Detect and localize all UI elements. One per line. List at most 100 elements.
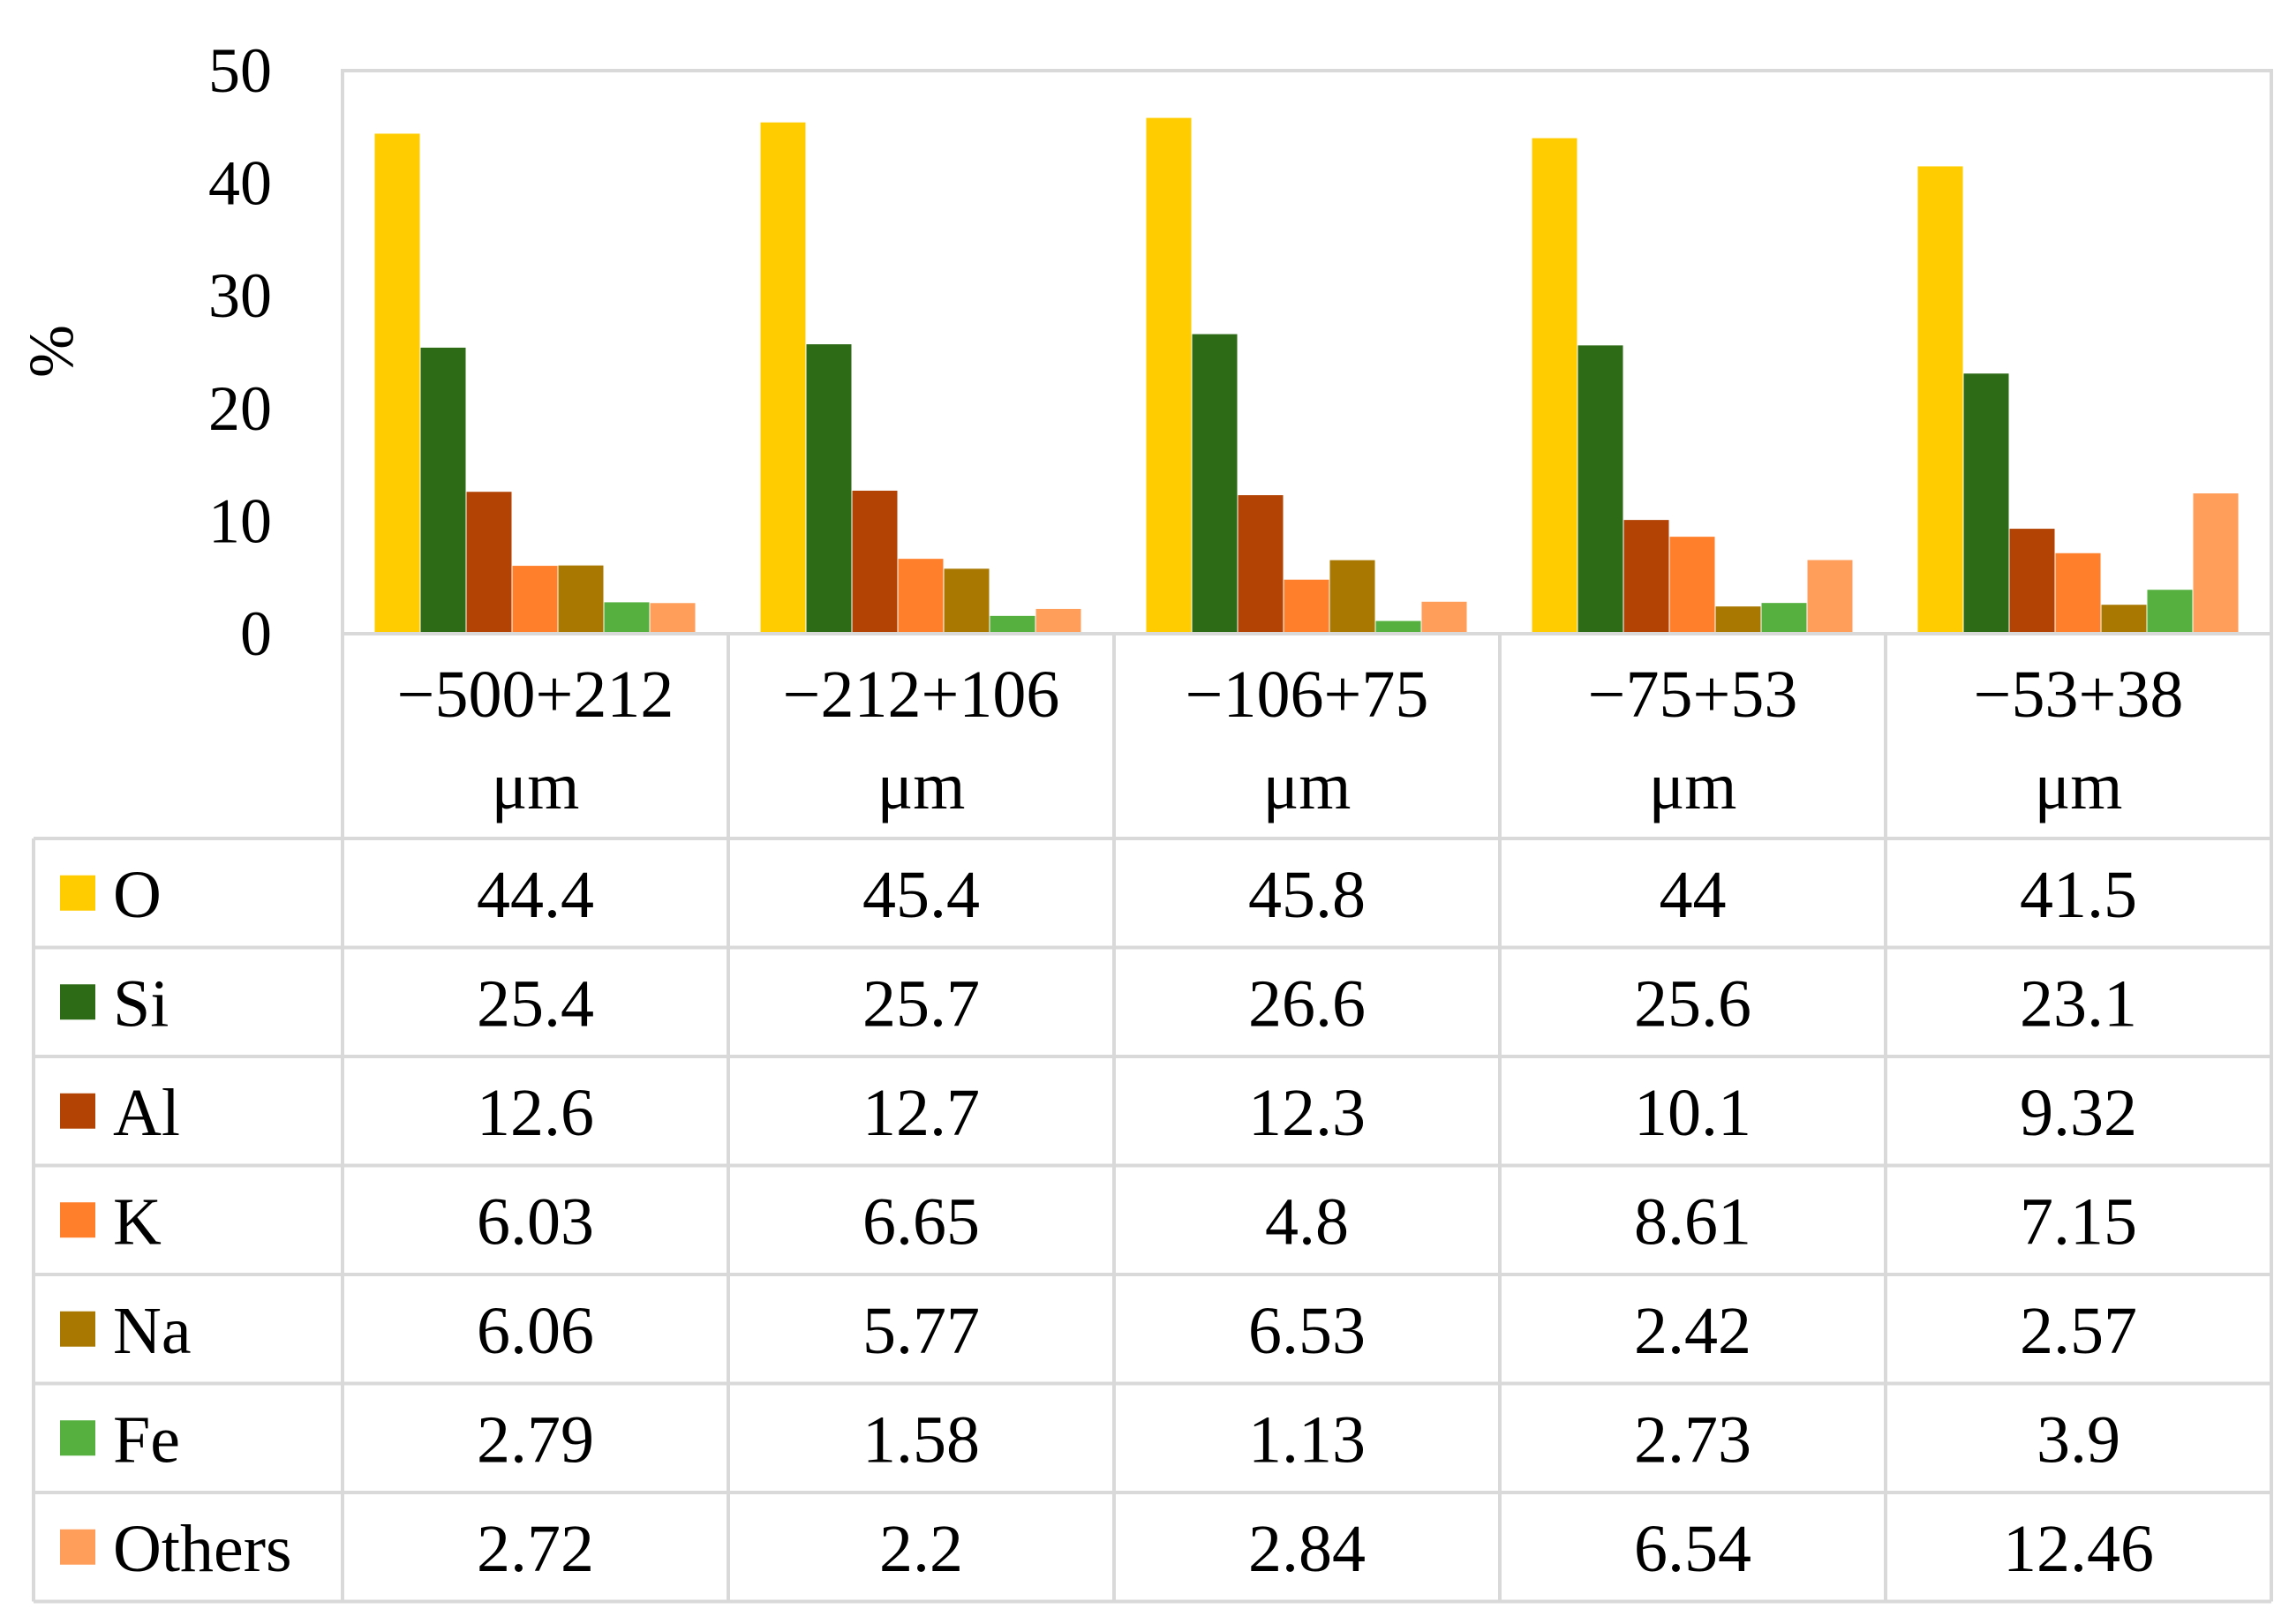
data-label: 9.32 [2020, 1076, 2137, 1150]
bar-si [806, 344, 852, 634]
bar-k [1284, 579, 1329, 634]
y-tick-label: 20 [208, 373, 272, 444]
data-label: 2.79 [477, 1402, 594, 1477]
data-label: 3.9 [2037, 1402, 2120, 1477]
bar-al [2009, 529, 2055, 634]
legend-label: Al [113, 1076, 180, 1150]
category-label: −53+38 μm [1974, 658, 2184, 823]
bar-others [1035, 608, 1081, 634]
data-table: −500+212 μm −212+106 μm −106+75 μm −75+53 μm −53… [32, 632, 2273, 1604]
legend-key-o [60, 875, 95, 911]
bar-fe [990, 615, 1035, 634]
data-label: 5.77 [862, 1294, 980, 1368]
legend-label: O [113, 858, 162, 932]
bar-na [558, 565, 604, 634]
data-label: 10.1 [1634, 1076, 1751, 1150]
data-label: 25.6 [1634, 966, 1751, 1041]
bar-others [1807, 560, 1853, 634]
data-label: 45.4 [862, 858, 980, 932]
category-label: −106+75 μm [1186, 658, 1429, 823]
data-label: 2.57 [2020, 1294, 2137, 1368]
bar-k [2055, 553, 2101, 634]
data-label: 6.54 [1634, 1512, 1751, 1586]
legend-key-others [60, 1529, 95, 1565]
bar-fe [1375, 620, 1421, 634]
bar-fe [604, 602, 650, 634]
data-label: 6.65 [862, 1184, 980, 1259]
data-label: 25.7 [862, 966, 980, 1041]
data-label: 7.15 [2020, 1184, 2137, 1259]
bar-k [1669, 537, 1715, 634]
bar-others [2193, 493, 2239, 634]
y-tick-label: 50 [208, 35, 272, 106]
data-label: 6.03 [477, 1184, 594, 1259]
bar-si [420, 347, 466, 634]
data-label: 2.72 [477, 1512, 594, 1586]
legend-key-na [60, 1311, 95, 1347]
legend-key-k [60, 1202, 95, 1238]
data-label: 45.8 [1248, 858, 1366, 932]
legend-label: Na [113, 1294, 192, 1368]
bar-o [1532, 138, 1577, 634]
bar-na [1715, 606, 1761, 634]
data-label: 6.06 [477, 1294, 594, 1368]
y-tick-label: 30 [208, 260, 272, 331]
bar-others [1421, 601, 1467, 634]
legend-label: Others [113, 1512, 292, 1586]
bar-na [1329, 560, 1375, 634]
data-label: 4.8 [1265, 1184, 1349, 1259]
bar-al [466, 492, 512, 634]
category-label: −500+212 μm [397, 658, 674, 823]
bar-k [898, 559, 944, 634]
bar-si [1963, 373, 2009, 634]
data-label: 6.53 [1248, 1294, 1366, 1368]
data-label: 12.7 [862, 1076, 980, 1150]
legend-key-fe [60, 1420, 95, 1456]
legend-label: Fe [113, 1402, 180, 1477]
bar-al [852, 490, 898, 634]
data-label: 12.3 [1248, 1076, 1366, 1150]
data-label: 1.13 [1248, 1402, 1366, 1477]
data-label: 8.61 [1634, 1184, 1751, 1259]
bar-si [1192, 334, 1238, 634]
bar-al [1238, 495, 1284, 634]
y-tick-label: 40 [208, 148, 272, 219]
bar-fe [2147, 590, 2193, 634]
data-label: 41.5 [2020, 858, 2137, 932]
data-label: 2.42 [1634, 1294, 1751, 1368]
bar-o [1146, 117, 1192, 635]
data-label: 12.6 [477, 1076, 594, 1150]
y-tick-label: 10 [208, 485, 272, 556]
bar-fe [1761, 603, 1807, 634]
category-label: −212+106 μm [783, 658, 1060, 823]
data-label: 44.4 [477, 858, 594, 932]
category-label: −75+53 μm [1588, 658, 1798, 823]
bar-others [650, 603, 696, 634]
data-label: 2.2 [879, 1512, 963, 1586]
data-label: 23.1 [2020, 966, 2137, 1041]
data-label: 12.46 [2003, 1512, 2154, 1586]
data-label: 1.58 [862, 1402, 980, 1477]
data-label: 25.4 [477, 966, 594, 1041]
legend-key-al [60, 1093, 95, 1129]
legend-label: Si [113, 966, 169, 1041]
bar-k [512, 566, 558, 634]
bar-na [944, 568, 990, 634]
y-tick-label: 0 [240, 598, 272, 669]
data-label: 44 [1660, 858, 1727, 932]
data-label: 2.84 [1248, 1512, 1366, 1586]
bar-o [760, 122, 806, 635]
bar-o [374, 133, 420, 634]
legend-key-si [60, 984, 95, 1020]
bar-al [1623, 520, 1669, 634]
bar-o [1917, 166, 1963, 634]
bar-si [1577, 345, 1623, 634]
bar-series [374, 117, 2239, 635]
y-axis: 0 10 20 30 40 50% [16, 35, 272, 669]
legend-label: K [113, 1184, 162, 1259]
data-label: 26.6 [1248, 966, 1366, 1041]
y-axis-title: % [16, 325, 87, 378]
bar-na [2101, 605, 2147, 634]
data-label: 2.73 [1634, 1402, 1751, 1477]
